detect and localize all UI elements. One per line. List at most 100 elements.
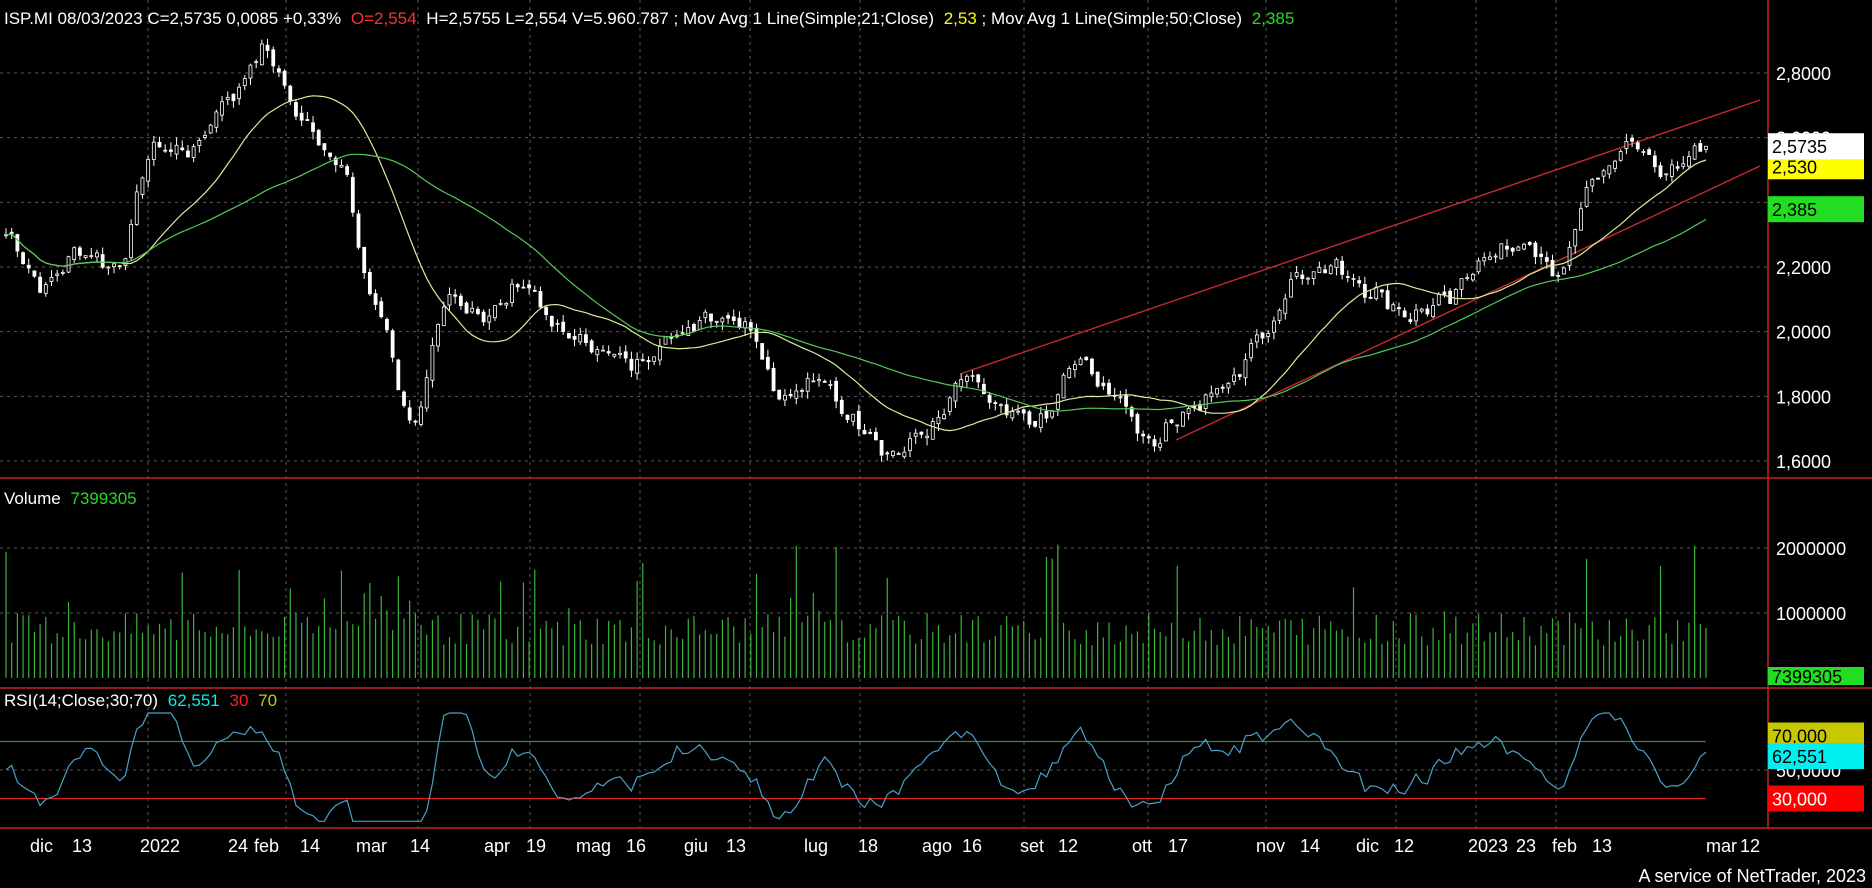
candle-body	[1567, 246, 1572, 266]
x-tick-label: 12	[1058, 836, 1078, 856]
candle-body	[629, 358, 634, 371]
candle-body	[1249, 343, 1254, 359]
rsi-30-label-bg	[1768, 785, 1864, 812]
volume-header: Volume 7399305	[4, 489, 137, 508]
x-tick-label: 16	[962, 836, 982, 856]
x-tick-label: feb	[1552, 836, 1577, 856]
x-tick-label: 18	[858, 836, 878, 856]
candle-body	[225, 97, 230, 100]
candle-body	[635, 359, 640, 374]
x-tick-label: 12	[1394, 836, 1414, 856]
candle-body	[1163, 422, 1168, 442]
candle-body	[800, 390, 804, 392]
candle-body	[504, 302, 509, 306]
candle-body	[1311, 271, 1316, 279]
candle-body	[1675, 166, 1680, 169]
candle-body	[1146, 436, 1151, 439]
x-tick-label: feb	[254, 836, 279, 856]
candle-body	[1232, 374, 1236, 382]
candle-body	[1681, 163, 1686, 167]
y-tick-label: 1,6000	[1776, 452, 1831, 472]
candle-body	[601, 349, 605, 352]
candle-body	[106, 266, 111, 269]
candle-body	[1016, 410, 1020, 413]
rsi-30-label: 30,000	[1772, 790, 1827, 810]
candle-body	[930, 421, 935, 440]
rsi-low: 30	[230, 691, 249, 710]
ma21-price-label: 2,530	[1772, 157, 1817, 177]
candle-body	[1391, 304, 1396, 312]
x-tick-label: 13	[1592, 836, 1612, 856]
x-tick-label: dic	[1356, 836, 1379, 856]
axes: dic 13 2022 24 feb 14 mar 14 apr 19 mag 16 giu 13 lug 1…	[0, 0, 1872, 856]
x-tick-label: 12	[1740, 836, 1760, 856]
candle-body	[1226, 382, 1231, 389]
candle-body	[737, 317, 742, 328]
candle-body	[163, 149, 168, 152]
candle-body	[21, 252, 25, 265]
candle-body	[95, 252, 99, 258]
candle-body	[1579, 208, 1583, 231]
candle-body	[1692, 145, 1697, 160]
candle-body	[208, 124, 213, 134]
candle-body	[993, 402, 998, 404]
candle-body	[862, 430, 867, 435]
candle-body	[66, 256, 71, 273]
x-tick-label: set	[1020, 836, 1044, 856]
candle-body	[1613, 160, 1617, 169]
candle-body	[743, 321, 748, 329]
candle-body	[669, 336, 674, 339]
candle-body	[913, 432, 918, 437]
channel-upper-line	[959, 99, 1761, 375]
candle-body	[942, 414, 947, 420]
candle-body	[402, 391, 406, 406]
candle-body	[1306, 277, 1310, 280]
candle-body	[970, 375, 975, 377]
candle-body	[1522, 243, 1526, 250]
ma50-line	[5, 153, 1707, 412]
x-tick-label: 13	[72, 836, 92, 856]
candle-body	[476, 308, 480, 315]
candle-body	[328, 152, 332, 157]
candle-body	[720, 317, 725, 323]
volume-tick-label: 1000000	[1776, 604, 1846, 624]
candle-body	[584, 334, 588, 343]
candle-body	[1652, 155, 1657, 168]
candle-body	[1493, 255, 1498, 258]
candle-body	[873, 431, 878, 441]
candle-body	[1442, 291, 1447, 295]
candle-body	[845, 414, 850, 420]
x-tick-label: ott	[1132, 836, 1152, 856]
x-tick-label: lug	[804, 836, 828, 856]
candle-body	[1397, 307, 1401, 310]
candle-body	[544, 307, 549, 316]
ma50-price-label: 2,385	[1772, 200, 1817, 220]
candle-body	[1476, 260, 1481, 273]
candle-body	[595, 349, 600, 356]
candle-body	[839, 399, 844, 414]
candle-body	[947, 397, 952, 412]
candle-body	[1704, 145, 1708, 150]
y-tick-label: 2,2000	[1776, 258, 1831, 278]
candle-body	[618, 352, 622, 355]
y-tick-label: 2,8000	[1776, 64, 1831, 84]
candle-body	[15, 234, 20, 252]
candle-body	[1158, 443, 1163, 448]
candle-body	[680, 332, 685, 335]
x-tick-label: mar	[1706, 836, 1737, 856]
candle-body	[515, 284, 520, 288]
candle-body	[856, 410, 861, 430]
candle-body	[521, 286, 526, 289]
candle-body	[271, 49, 276, 67]
candle-body	[1561, 267, 1566, 275]
candle-body	[566, 332, 571, 339]
candle-body	[1090, 358, 1094, 375]
candle-body	[413, 420, 418, 423]
candle-body	[1635, 142, 1640, 150]
candle-body	[765, 356, 770, 370]
candle-body	[663, 336, 668, 345]
candle-body	[1482, 257, 1487, 262]
candle-body	[129, 224, 133, 259]
x-tick-label: 19	[526, 836, 546, 856]
